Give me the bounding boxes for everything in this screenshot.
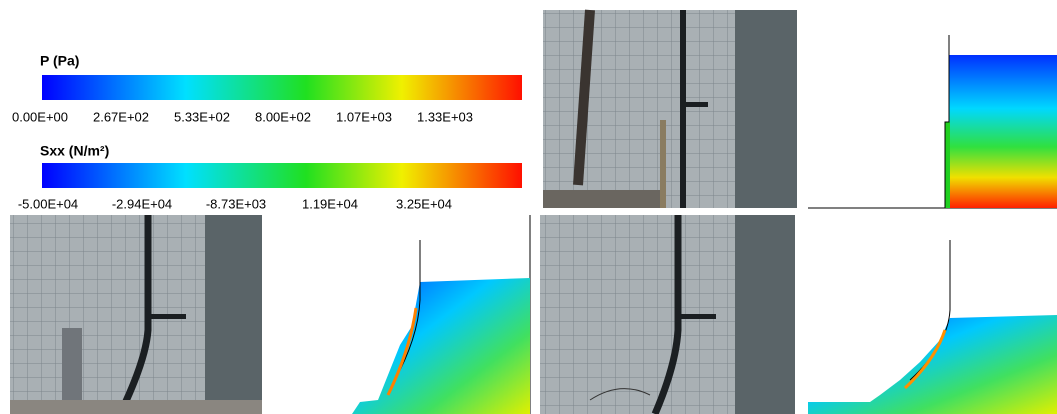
colorbar-tick-label: 5.33E+02 [174,109,230,124]
colorbar-tick-label: 1.19E+04 [302,196,358,211]
colorbar-p: P (Pa) [40,53,522,100]
photo [543,10,797,208]
colorbar-ticks: 0.00E+00 2.67E+02 5.33E+02 8.00E+02 1.07E+03… [12,109,473,211]
colorbar-tick-label: 1.07E+03 [336,109,392,124]
colorbar-tick-label: 2.67E+02 [93,109,149,124]
photo [10,215,262,414]
colorbar-title: P (Pa) [40,53,79,69]
colorbar [42,75,522,100]
colorbar [42,163,522,188]
figure: P (Pa) Sxx (N/m²) 0.00E+00 2.67E+02 5.33E+… [0,0,1057,414]
colorbar-tick-label: 0.00E+00 [12,109,68,124]
simulation [352,215,530,414]
colorbar-tick-label: -5.00E+04 [18,196,78,211]
colorbar-tick-label: 8.00E+02 [255,109,311,124]
colorbar-tick-label: 1.33E+03 [417,109,473,124]
simulation [808,240,1057,414]
photo [540,215,795,414]
colorbar-tick-label: 3.25E+04 [396,196,452,211]
colorbar-tick-label: -2.94E+04 [112,196,172,211]
simulation [808,35,1057,208]
colorbar-title: Sxx (N/m²) [40,143,109,159]
colorbar-sxx: Sxx (N/m²) [40,143,522,188]
colorbar-tick-label: -8.73E+03 [206,196,266,211]
